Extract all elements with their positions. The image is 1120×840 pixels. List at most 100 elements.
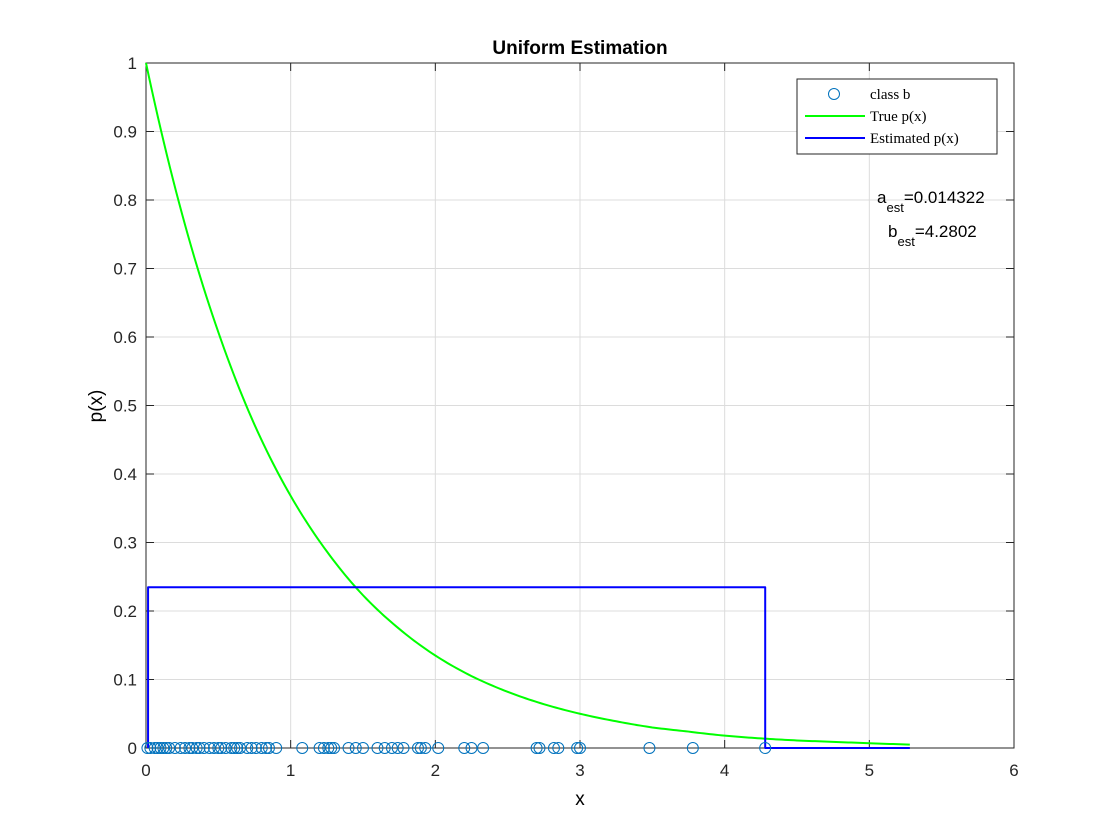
y-tick-label: 0.7 [113,260,137,279]
legend-class-b-label: class b [870,87,910,103]
class-b-point [249,742,262,754]
class-b-point [458,742,471,754]
scatter-markers [141,742,772,754]
class-b-point [255,742,268,754]
y-tick-label: 0.8 [113,191,137,210]
legend-class-b-marker [828,88,840,100]
class-b-point [397,742,410,754]
y-tick-label: 0 [128,739,137,758]
a-est-subscript: est [886,200,904,215]
class-b-point [245,742,258,754]
b-est-value: =4.2802 [915,222,977,241]
class-b-point [378,742,391,754]
class-b-point [547,742,560,754]
class-b-point [414,742,427,754]
x-tick-label: 0 [141,761,150,780]
class-b-point [432,742,445,754]
class-b-point [234,742,247,754]
x-tick-label: 5 [865,761,874,780]
class-b-point [759,742,772,754]
y-tick-label: 1 [128,54,137,73]
class-b-point [186,742,199,754]
class-b-point [179,742,192,754]
true-px-curve [145,62,910,746]
class-b-point [533,742,546,754]
class-b-point [317,742,330,754]
class-b-point [342,742,355,754]
class-b-point [174,742,187,754]
class-b-point [643,742,656,754]
legend-estimated-px-label: Estimated p(x) [870,131,959,147]
class-b-point [154,742,167,754]
class-b-point [385,742,398,754]
class-b-point [477,742,490,754]
class-b-point [411,742,424,754]
class-b-point [465,742,478,754]
class-b-point [197,742,210,754]
estimated-px-line [147,586,910,749]
x-axis-label: x [575,789,585,810]
class-b-point [228,742,241,754]
class-b-point [241,742,254,754]
class-b-point [357,742,369,754]
class-b-point [260,742,273,754]
y-tick-label: 0.2 [113,602,137,621]
a-est-base: a [877,188,887,207]
class-b-point [552,742,565,754]
y-tick-label: 0.6 [113,328,137,347]
class-b-point [212,742,225,754]
series [145,62,910,749]
class-b-point [225,742,238,754]
class-b-point [207,742,220,754]
class-b-point [157,742,170,754]
legend-true-px-label: True p(x) [870,109,927,125]
legend: class b True p(x) Estimated p(x) [796,78,998,155]
y-tick-label: 0.4 [113,465,137,484]
class-b-point [262,742,275,754]
y-tick-label: 0.3 [113,534,137,553]
class-b-point [574,742,586,754]
class-b-point [686,742,699,754]
class-b-point [160,742,173,754]
class-b-point [270,742,283,754]
class-b-point [371,742,384,754]
x-tick-label: 6 [1009,761,1018,780]
class-b-point [391,742,404,754]
a-est-value: =0.014322 [904,188,985,207]
class-b-point [215,742,228,754]
x-tick-label: 1 [286,761,295,780]
class-b-point [530,742,543,754]
class-b-point [328,742,341,754]
estimate-annotations: aest=0.014322 best=4.2802 [877,188,985,249]
class-b-point [419,742,432,754]
class-b-point [231,742,244,754]
class-b-point [183,742,196,754]
class-b-point [168,742,181,754]
class-b-point [571,742,584,754]
class-b-point [141,742,154,754]
y-tick-label: 0.5 [113,397,137,416]
class-b-point [148,742,161,754]
y-tick-label: 0.1 [113,671,137,690]
class-b-point [219,742,232,754]
x-tick-label: 3 [575,761,584,780]
class-b-point [325,742,338,754]
class-b-point [313,742,326,754]
x-tick-label: 2 [431,761,440,780]
a-est-annotation: aest=0.014322 [877,188,985,215]
b-est-annotation: best=4.2802 [888,222,977,249]
class-b-point [322,742,335,754]
chart-title: Uniform Estimation [492,38,667,59]
b-est-subscript: est [897,234,915,249]
class-b-point [151,742,164,754]
class-b-point [193,742,206,754]
y-axis-label: p(x) [86,390,107,423]
class-b-point [349,742,362,754]
class-b-point [163,742,176,754]
y-tick-label: 0.9 [113,123,137,142]
class-b-point [190,742,203,754]
x-tick-label: 4 [720,761,729,780]
class-b-point [296,742,309,754]
b-est-base: b [888,222,897,241]
